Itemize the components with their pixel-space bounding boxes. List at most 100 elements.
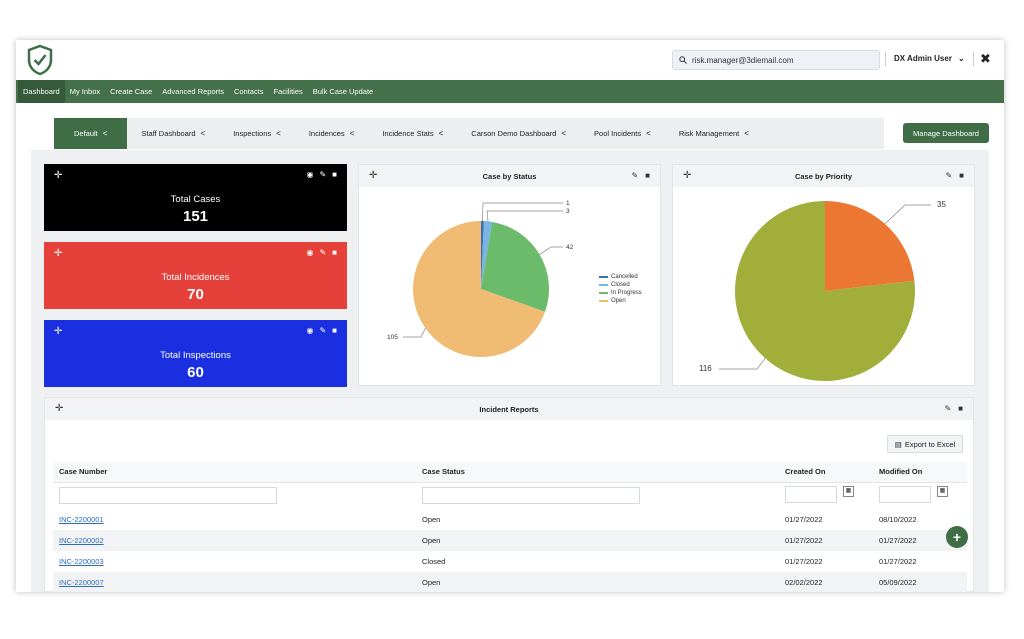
tab-default[interactable]: Default <: [54, 118, 128, 149]
stat-label: Total Cases: [170, 194, 221, 205]
edit-icon[interactable]: ✎: [944, 404, 952, 413]
tab-pool-incidents[interactable]: Pool Incidents <: [580, 118, 665, 149]
move-icon[interactable]: ✛: [683, 170, 692, 181]
nav-dashboard[interactable]: Dashboard: [18, 80, 65, 103]
divider: [973, 52, 974, 66]
chart-title: Case by Status: [482, 172, 537, 181]
data-label: 1: [566, 200, 570, 207]
trash-icon[interactable]: ■: [332, 326, 337, 335]
column-header[interactable]: Modified On: [872, 462, 967, 483]
color-wheel-icon[interactable]: ◉: [306, 248, 314, 257]
tab-incidences[interactable]: Incidences <: [295, 118, 369, 149]
share-icon[interactable]: <: [200, 129, 206, 138]
nav-my-inbox[interactable]: My Inbox: [69, 87, 101, 96]
panel-title: Incident Reports: [479, 405, 539, 414]
tab-inspections[interactable]: Inspections <: [219, 118, 295, 149]
trash-icon[interactable]: ■: [332, 170, 337, 179]
created-on-cell: 01/27/2022: [785, 557, 823, 566]
trash-icon[interactable]: ■: [958, 404, 963, 413]
share-icon[interactable]: <: [276, 129, 281, 138]
move-icon[interactable]: ✛: [369, 170, 378, 181]
legend-item: Open: [599, 297, 642, 305]
share-icon[interactable]: <: [646, 129, 651, 138]
edit-icon[interactable]: ✎: [631, 171, 639, 180]
color-wheel-icon[interactable]: ◉: [306, 170, 314, 179]
trash-icon[interactable]: ■: [645, 171, 650, 180]
tab-incidence-stats[interactable]: Incidence Stats <: [368, 118, 457, 149]
data-label: 116: [699, 364, 712, 373]
label-leader-line: [403, 328, 426, 338]
case-number-link[interactable]: INC-2200001: [59, 515, 104, 524]
calendar-icon[interactable]: ▦: [843, 486, 854, 498]
edit-icon[interactable]: ✎: [945, 171, 953, 180]
pie-slice[interactable]: [481, 221, 484, 289]
edit-icon[interactable]: ✎: [319, 248, 327, 257]
tab-carson-demo-dashboard[interactable]: Carson Demo Dashboard <: [457, 118, 580, 149]
stat-value: 151: [182, 208, 209, 225]
app-window: risk.manager@3diemail.com DX Admin User …: [16, 40, 1004, 592]
add-button[interactable]: +: [946, 526, 968, 548]
tab-staff-dashboard[interactable]: Staff Dashboard <: [127, 118, 219, 149]
move-icon[interactable]: ✛: [54, 326, 63, 337]
nav-facilities[interactable]: Facilities: [273, 87, 303, 96]
status-pie-chart: 13 42 105: [387, 200, 574, 357]
edit-icon[interactable]: ✎: [319, 170, 327, 179]
modified-on-cell: 05/09/2022: [872, 572, 967, 592]
case-number-link[interactable]: INC-2200007: [59, 578, 104, 587]
nav-contacts[interactable]: Contacts: [233, 87, 264, 96]
column-header[interactable]: Case Number: [53, 462, 416, 483]
nav-bulk-case-update[interactable]: Bulk Case Update: [312, 87, 374, 96]
tab-risk-management[interactable]: Risk Management <: [665, 118, 763, 149]
data-label: 105: [387, 334, 398, 341]
divider: [885, 52, 886, 66]
legend-label: Closed: [611, 282, 630, 288]
column-header[interactable]: Case Status: [416, 462, 779, 483]
move-icon[interactable]: ✛: [55, 403, 64, 414]
tools-icon[interactable]: ✖: [980, 51, 991, 66]
nav-create-case[interactable]: Create Case: [110, 87, 153, 96]
case-status-cell: Closed: [422, 557, 446, 566]
pie-slice[interactable]: [825, 201, 915, 291]
calendar-icon[interactable]: ▦: [936, 486, 948, 498]
total-inspections-card: ✛ ◉ ✎ ■ Total Inspections 60: [44, 320, 347, 387]
case-number-filter-input[interactable]: [59, 487, 277, 505]
share-icon[interactable]: <: [102, 129, 108, 138]
label-leader-line: [539, 246, 563, 255]
user-menu[interactable]: DX Admin User ⌄: [894, 54, 965, 63]
manage-dashboard-button[interactable]: Manage Dashboard: [903, 123, 989, 143]
case-number-link[interactable]: INC-2200002: [59, 536, 104, 545]
trash-icon[interactable]: ■: [332, 248, 337, 257]
trash-icon[interactable]: ■: [959, 171, 964, 180]
shield-check-logo-icon[interactable]: [26, 44, 54, 76]
share-icon[interactable]: <: [561, 129, 567, 138]
color-wheel-icon[interactable]: ◉: [306, 326, 314, 335]
share-icon[interactable]: <: [438, 129, 444, 138]
nav-advanced-reports[interactable]: Advanced Reports: [162, 87, 224, 96]
case-status-cell: Open: [416, 572, 779, 592]
pie-slice[interactable]: [481, 221, 549, 312]
tab-label: Incidences: [308, 129, 345, 138]
export-to-excel-button[interactable]: ▤ Export to Excel: [887, 435, 963, 453]
move-icon[interactable]: ✛: [54, 248, 63, 259]
pie-slice[interactable]: [413, 221, 546, 357]
created-on-filter-input[interactable]: [785, 486, 837, 504]
pie-slice[interactable]: [481, 221, 493, 289]
panel-header: ✛ Case by Status ✎ ■: [359, 165, 660, 187]
edit-icon[interactable]: ✎: [319, 326, 327, 335]
share-icon[interactable]: <: [349, 129, 355, 138]
move-icon[interactable]: ✛: [54, 170, 63, 181]
export-label: Export to Excel: [904, 439, 956, 449]
case-number-link[interactable]: INC-2200003: [59, 557, 104, 566]
search-value: risk.manager@3diemail.com: [692, 55, 794, 65]
search-input[interactable]: risk.manager@3diemail.com: [672, 50, 880, 70]
label-leader-line: [486, 210, 563, 222]
excel-file-icon: ▤: [894, 439, 902, 449]
table-row: INC-2200007 Open 02/02/2022 05/09/2022: [53, 572, 967, 592]
case-status-filter-input[interactable]: [422, 487, 640, 505]
tab-label: Carson Demo Dashboard: [471, 129, 557, 138]
column-header[interactable]: Created On: [779, 462, 873, 483]
share-icon[interactable]: <: [744, 129, 749, 138]
total-incidences-card: ✛ ◉ ✎ ■ Total Incidences 70: [44, 242, 347, 309]
pie-slice[interactable]: [735, 201, 915, 381]
modified-on-filter-input[interactable]: [878, 486, 931, 504]
